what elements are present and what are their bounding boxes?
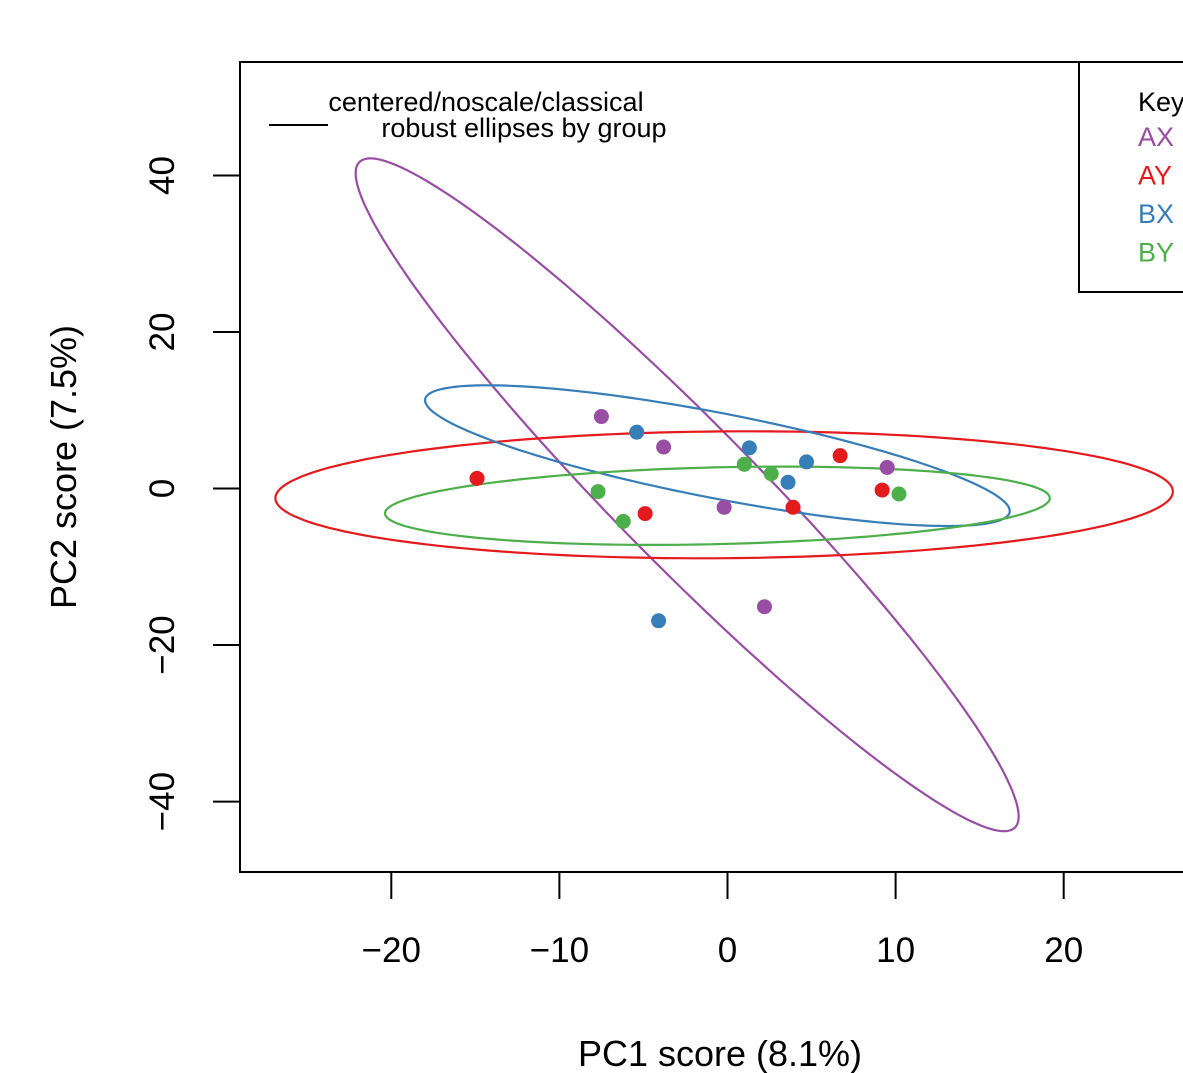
x-tick-label: 10 <box>876 931 915 970</box>
legend-title: Key <box>1138 87 1183 117</box>
point-by <box>891 486 907 502</box>
point-bx <box>651 613 667 629</box>
ellipse-layer <box>274 157 1174 833</box>
point-bx <box>629 424 645 440</box>
point-ax <box>879 459 895 475</box>
point-ax <box>716 499 732 515</box>
y-tick-label: −40 <box>143 772 182 831</box>
point-ay <box>785 499 801 515</box>
point-by <box>763 466 779 482</box>
point-bx <box>799 454 815 470</box>
y-tick-label: −20 <box>143 615 182 674</box>
y-tick-label: 20 <box>143 313 182 352</box>
legend-item-by: BY <box>1138 238 1174 268</box>
legend: Key AX AY BX BY <box>1078 61 1183 293</box>
x-tick-label: −10 <box>530 931 589 970</box>
ellipse-ay <box>274 430 1174 560</box>
point-ax <box>756 599 772 615</box>
annotation-line1: centered/noscale/classical <box>328 87 643 117</box>
x-axis-title: PC1 score (8.1%) <box>578 1033 862 1073</box>
x-tick-label: 0 <box>718 931 737 970</box>
point-by <box>615 513 631 529</box>
x-tick-label: −20 <box>362 931 421 970</box>
legend-box <box>1078 61 1183 293</box>
point-ay <box>832 448 848 464</box>
legend-item-bx: BX <box>1138 199 1174 229</box>
legend-item-ax: AX <box>1138 122 1174 152</box>
point-bx <box>780 474 796 490</box>
point-by <box>590 484 606 500</box>
annotation: centered/noscale/classical robust ellips… <box>269 87 667 143</box>
point-ay <box>469 470 485 486</box>
points-layer <box>469 409 907 629</box>
point-ay <box>637 506 653 522</box>
y-axis: −40 −20 0 20 40 <box>143 156 241 831</box>
point-ax <box>593 409 609 425</box>
y-axis-title: PC2 score (7.5%) <box>43 325 84 609</box>
y-tick-label: 40 <box>143 156 182 195</box>
point-ax <box>656 439 672 455</box>
point-by <box>736 456 752 472</box>
legend-item-ay: AY <box>1138 161 1172 191</box>
point-ay <box>874 482 890 498</box>
ellipse-bx <box>424 384 1011 528</box>
x-axis: −20−10010203 <box>362 871 1183 970</box>
ellipse-ax <box>354 157 1020 833</box>
legend-items: AX AY BX BY <box>1138 122 1174 268</box>
point-bx <box>741 440 757 456</box>
annotation-line2: robust ellipses by group <box>381 113 666 143</box>
x-tick-label: 20 <box>1044 931 1083 970</box>
y-tick-label: 0 <box>143 479 182 498</box>
